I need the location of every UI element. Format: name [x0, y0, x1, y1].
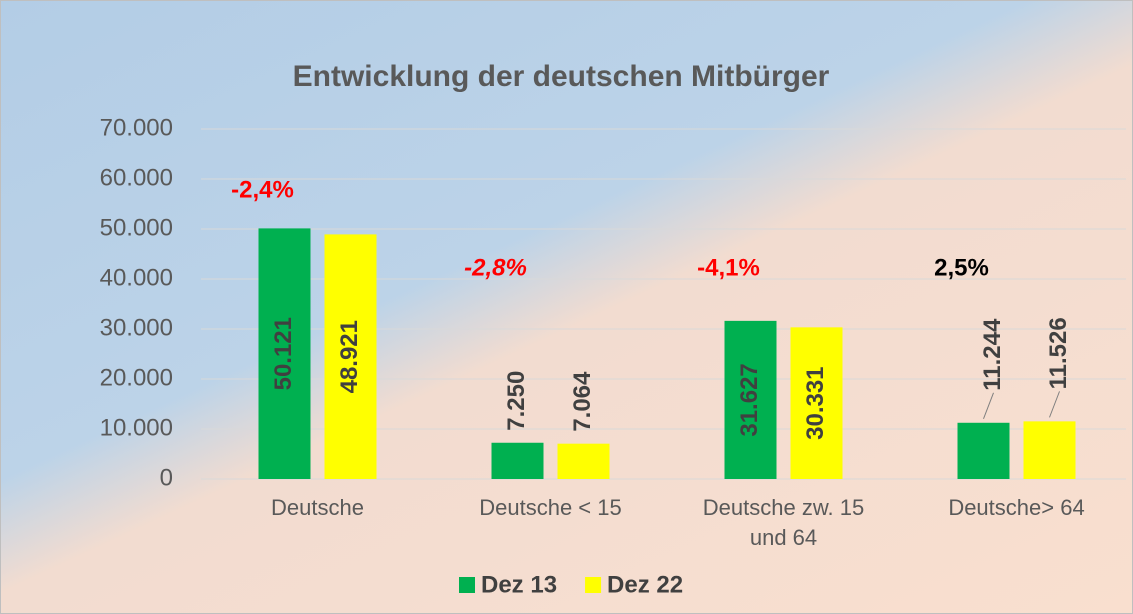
y-tick-label: 60.000: [100, 164, 173, 191]
data-label: 48.921: [336, 320, 363, 393]
legend-swatch: [585, 577, 602, 593]
x-tick-label-line: und 64: [750, 525, 817, 550]
data-label: 7.250: [503, 371, 530, 431]
legend-swatch: [459, 577, 475, 593]
annotation: -4,1%: [697, 254, 760, 281]
x-tick-label: Deutsche < 15: [479, 495, 621, 520]
y-tick-label: 20.000: [100, 364, 173, 391]
bar: [1023, 421, 1076, 479]
bar: [790, 327, 843, 479]
data-label: 31.627: [736, 363, 763, 436]
bar: [324, 234, 377, 479]
data-label: 7.064: [569, 371, 596, 432]
annotation: -2,8%: [464, 254, 527, 281]
data-label: 30.331: [802, 366, 829, 439]
y-tick-label: 70.000: [100, 114, 173, 141]
legend-label: Dez 22: [607, 571, 683, 598]
chart-title: Entwicklung der deutschen Mitbürger: [293, 60, 830, 93]
x-tick-label: Deutsche: [271, 495, 364, 520]
data-label: 50.121: [270, 317, 297, 390]
data-label: 11.526: [1045, 317, 1072, 389]
bar: [258, 228, 311, 479]
annotation: 2,5%: [934, 254, 989, 281]
bar: [957, 422, 1010, 479]
legend-label: Dez 13: [481, 571, 557, 598]
x-tick-label-line: Deutsche zw. 15: [703, 495, 864, 520]
x-tick-label: Deutsche zw. 15 und 64: [703, 495, 864, 550]
bar: [557, 443, 610, 479]
x-tick-label: Deutsche> 64: [948, 495, 1084, 520]
y-tick-label: 40.000: [100, 264, 173, 291]
y-tick-label: 50.000: [100, 214, 173, 241]
leader-line: [983, 392, 994, 419]
bar: [491, 442, 544, 479]
y-tick-label: 10.000: [100, 414, 173, 441]
y-tick-label: 0: [160, 464, 173, 491]
annotation: -2,4%: [231, 176, 294, 203]
bar: [724, 320, 777, 479]
leader-line: [1049, 391, 1060, 418]
y-tick-label: 30.000: [100, 314, 173, 341]
data-label: 11.244: [979, 318, 1006, 391]
